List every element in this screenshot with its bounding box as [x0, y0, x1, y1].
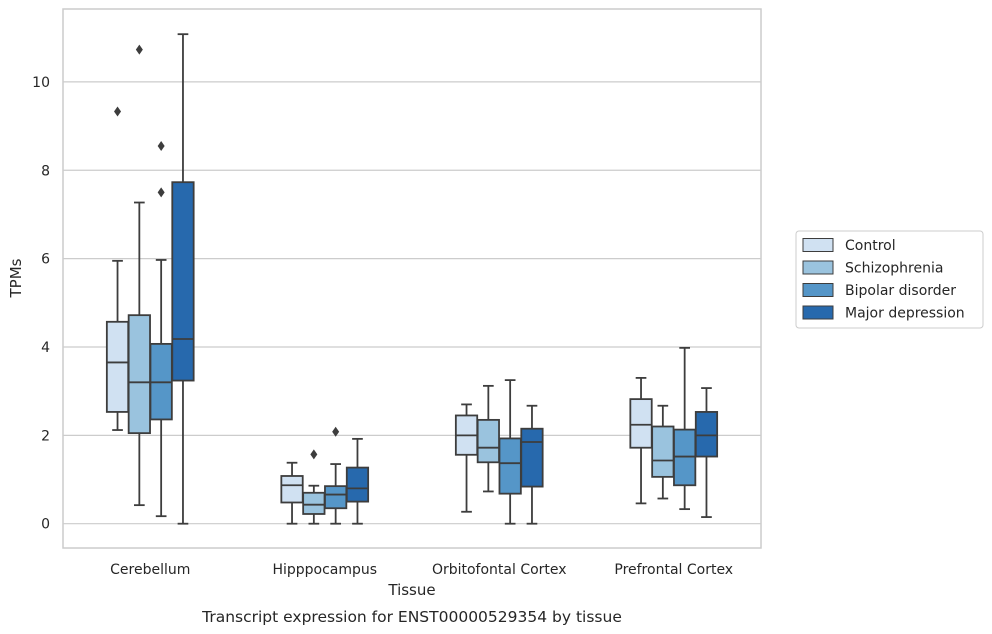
y-tick-label: 4: [41, 340, 50, 356]
legend-swatch: [802, 238, 834, 252]
box-body: [520, 427, 544, 488]
y-tick-label: 10: [32, 75, 50, 91]
box-body: [105, 320, 130, 413]
y-tick-label: 6: [41, 252, 50, 268]
legend-label: Control: [845, 238, 896, 254]
legend-items: Control Schizophrenia Bipolar disorder Majo…: [802, 238, 965, 322]
legend-swatch: [802, 260, 834, 275]
legend-label: Major depression: [845, 306, 965, 322]
box-group: [324, 426, 348, 525]
box-group: [673, 346, 697, 511]
outlier-point: [157, 140, 165, 151]
box-group: [520, 404, 544, 525]
box-body: [127, 314, 151, 435]
box-body: [651, 425, 675, 478]
outlier-point: [135, 44, 143, 55]
box-group: [127, 44, 151, 507]
outlier-point: [310, 449, 318, 460]
x-tick-label: Prefrontal Cortex: [614, 562, 733, 578]
box-group: [302, 449, 326, 525]
box-body: [476, 418, 500, 464]
box-group: [280, 461, 304, 525]
legend: Control Schizophrenia Bipolar disorder Majo…: [795, 230, 984, 329]
x-tick-label: Hipppocampus: [272, 562, 377, 578]
legend-label: Bipolar disorder: [845, 283, 956, 299]
box-group: [454, 403, 479, 513]
legend-swatch: [802, 283, 834, 297]
box-body: [171, 181, 195, 382]
box-group: [105, 106, 130, 431]
y-tick-label: 2: [41, 428, 50, 444]
outlier-point: [157, 187, 165, 198]
box-body: [280, 475, 304, 504]
outlier-point: [332, 426, 340, 437]
box-group: [694, 387, 719, 518]
box-body: [302, 491, 326, 515]
y-tick-label: 8: [41, 163, 50, 179]
x-tick-label: Orbitofontal Cortex: [432, 562, 567, 578]
box-group: [476, 384, 500, 493]
box-group: [149, 140, 173, 518]
y-tick-labels: 0 2 4 6 8 10: [32, 75, 50, 533]
plot-boxes: [105, 33, 719, 525]
box-group: [651, 404, 675, 500]
y-tick-label: 0: [41, 517, 50, 533]
legend-label: Schizophrenia: [845, 261, 943, 277]
box-group: [629, 377, 653, 505]
legend-frame: [795, 230, 984, 329]
box-body: [498, 437, 522, 495]
box-group: [171, 33, 195, 525]
box-group: [498, 379, 522, 525]
box-group: [345, 437, 370, 525]
box-body: [694, 411, 719, 458]
y-axis-label: TPMs: [7, 258, 25, 298]
box-body: [324, 485, 348, 510]
box-body: [345, 466, 370, 503]
box-body: [629, 398, 653, 449]
x-axis-label: Tissue: [387, 581, 435, 599]
chart-caption: Transcript expression for ENST0000052935…: [201, 608, 622, 626]
legend-swatch: [802, 305, 834, 320]
x-tick-label: Cerebellum: [110, 562, 190, 578]
plot-frame: [62, 8, 762, 549]
x-tick-labels: Cerebellum Hipppocampus Orbitofontal Corte…: [110, 562, 733, 578]
outlier-point: [114, 106, 122, 117]
